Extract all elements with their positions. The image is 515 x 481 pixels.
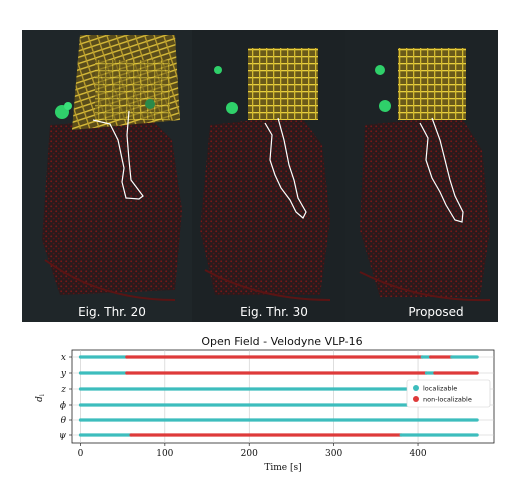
legend-box xyxy=(406,379,491,408)
panel-proposed: Proposed xyxy=(345,30,498,322)
legend: localizable non-localizable xyxy=(406,379,491,408)
x-tick-labels: 0 100 200 300 400 xyxy=(78,443,427,459)
y-tick-label-0: x xyxy=(61,353,66,363)
y-tick-label-3: ϕ xyxy=(60,401,66,411)
legend-label-localizable: localizable xyxy=(423,385,457,393)
y-tick-label-4: θ xyxy=(61,416,67,426)
y-tick-label-1: y xyxy=(60,369,67,379)
chart-title: Open Field - Velodyne VLP-16 xyxy=(201,335,362,348)
x-tick-label-300: 300 xyxy=(325,449,342,459)
x-tick-label-200: 200 xyxy=(241,449,258,459)
x-tick-label-100: 100 xyxy=(156,449,173,459)
panel-eig-thr-30: Eig. Thr. 30 xyxy=(192,30,345,322)
legend-marker-non-localizable xyxy=(413,396,419,402)
x-tick-label-0: 0 xyxy=(78,449,84,459)
y-tick-label-5: ψ xyxy=(59,431,67,441)
point-cloud-panels: Eig. Thr. 20 Eig. Thr. 30 Proposed xyxy=(22,30,498,322)
legend-marker-localizable xyxy=(413,385,419,391)
panel-caption-1: Eig. Thr. 20 xyxy=(78,305,146,319)
y-tick-label-2: z xyxy=(60,385,66,395)
y-axis-label: di xyxy=(35,394,46,402)
x-tick-label-400: 400 xyxy=(409,449,426,459)
panel-eig-thr-20: Eig. Thr. 20 xyxy=(22,30,192,322)
x-axis-label: Time [s] xyxy=(264,463,301,473)
panel-caption-2: Eig. Thr. 30 xyxy=(240,305,308,319)
panel-caption-3: Proposed xyxy=(408,305,463,319)
legend-label-non-localizable: non-localizable xyxy=(423,396,472,404)
